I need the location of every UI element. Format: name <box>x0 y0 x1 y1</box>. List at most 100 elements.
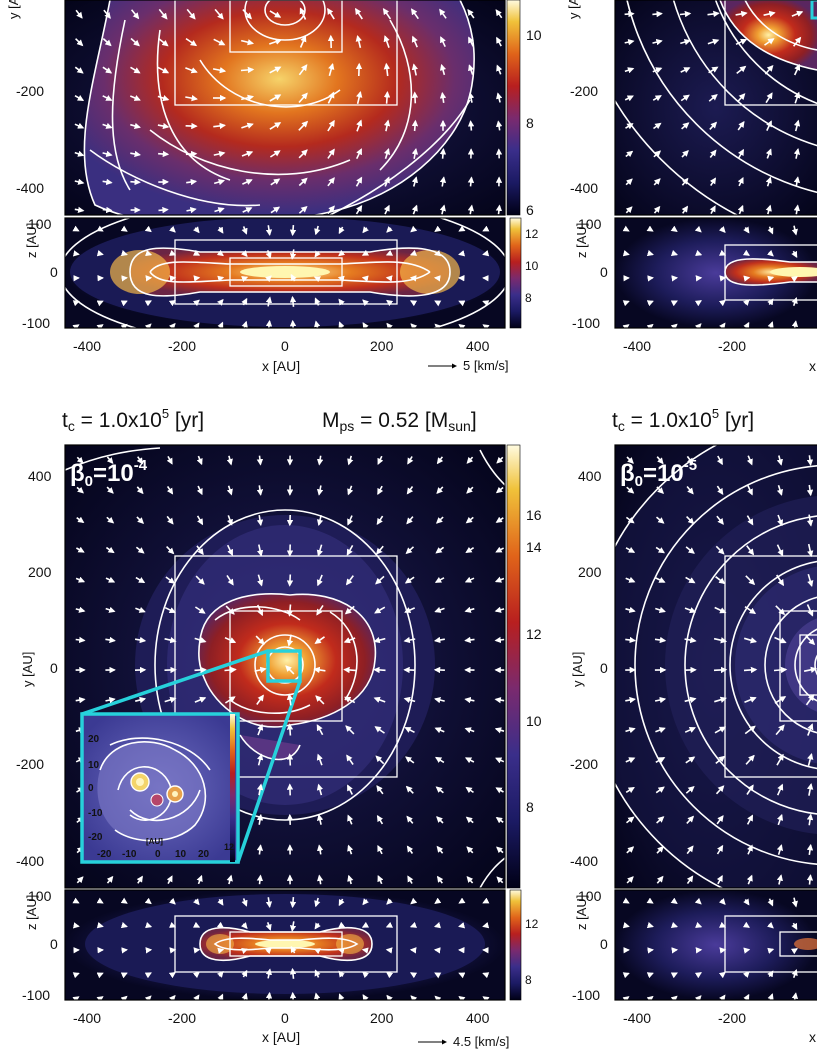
velocity-vector <box>646 897 654 904</box>
velocity-vector <box>680 67 691 74</box>
velocity-vector <box>670 972 678 979</box>
velocity-vector <box>158 150 170 158</box>
y-axis-label: y [AU] <box>570 652 585 687</box>
velocity-vector <box>439 8 447 19</box>
velocity-vector <box>434 300 442 307</box>
velocity-vector <box>685 576 696 584</box>
velocity-vector <box>224 636 237 644</box>
velocity-vector <box>458 324 466 328</box>
velocity-vector <box>194 666 207 674</box>
velocity-vector <box>776 455 783 466</box>
velocity-vector <box>435 756 445 764</box>
velocity-vector <box>130 178 141 186</box>
velocity-vector <box>746 455 753 466</box>
velocity-vector <box>328 62 335 77</box>
velocity-vector <box>134 636 147 644</box>
velocity-vector <box>467 92 475 103</box>
velocity-vector <box>257 723 264 736</box>
velocity-vector <box>411 91 419 104</box>
velocity-vector <box>256 694 264 705</box>
velocity-vector <box>377 455 384 465</box>
velocity-vector <box>777 514 784 527</box>
velocity-vector <box>72 250 80 257</box>
velocity-vector <box>217 898 224 906</box>
velocity-vector <box>626 456 634 464</box>
velocity-vector <box>314 225 321 236</box>
x-tick: -400 <box>73 338 101 354</box>
velocity-vector <box>805 635 816 646</box>
velocity-vector <box>327 177 335 187</box>
velocity-vector <box>102 206 113 214</box>
velocity-vector <box>806 843 814 856</box>
velocity-vector <box>192 921 201 928</box>
velocity-vector <box>346 784 354 795</box>
velocity-vector <box>256 874 264 885</box>
velocity-vector <box>343 637 356 644</box>
velocity-vector <box>385 249 393 256</box>
y-axis-label: y [AU] <box>20 652 35 687</box>
velocity-vector <box>185 150 198 158</box>
velocity-vector <box>316 485 324 496</box>
velocity-vector <box>670 225 678 232</box>
velocity-vector <box>655 516 665 524</box>
velocity-vector <box>686 845 694 855</box>
velocity-vector <box>626 876 634 884</box>
velocity-vector <box>806 874 814 885</box>
velocity-vector <box>713 666 728 674</box>
velocity-vector <box>316 724 324 736</box>
velocity-vector <box>622 250 630 257</box>
velocity-vector <box>654 636 667 644</box>
velocity-vector <box>775 605 786 616</box>
velocity-vector <box>646 972 654 979</box>
velocity-vector <box>742 249 750 256</box>
velocity-vector <box>338 249 346 257</box>
velocity-vector <box>105 696 116 704</box>
velocity-vector <box>458 300 466 307</box>
velocity-vector <box>226 485 233 496</box>
velocity-vector <box>482 250 490 257</box>
velocity-vector <box>96 996 104 1000</box>
velocity-vector <box>74 150 85 157</box>
x-tick: 0 <box>281 338 289 354</box>
velocity-vector <box>716 485 724 495</box>
velocity-vector <box>361 249 370 256</box>
velocity-vector <box>361 921 370 928</box>
velocity-vector <box>241 969 248 978</box>
velocity-vector <box>136 456 144 465</box>
velocity-vector <box>806 484 814 497</box>
y-tick: -400 <box>16 180 44 196</box>
cbar-tick: 10 <box>525 259 539 273</box>
velocity-vector <box>467 8 475 19</box>
velocity-vector <box>157 37 169 47</box>
velocity-vector <box>316 783 324 796</box>
velocity-vector <box>680 38 691 46</box>
velocity-vector <box>256 844 264 855</box>
velocity-vector <box>791 320 799 328</box>
velocity-vector <box>743 275 751 282</box>
velocity-vector <box>298 92 308 104</box>
velocity-vector <box>686 485 694 495</box>
velocity-vector <box>464 606 475 613</box>
velocity-vector <box>405 785 414 794</box>
velocity-vector <box>346 754 354 765</box>
velocity-vector <box>194 637 207 644</box>
z-tick: -100 <box>22 315 50 331</box>
velocity-vector <box>655 756 666 764</box>
velocity-vector <box>765 204 772 215</box>
velocity-vector <box>265 968 273 979</box>
velocity-vector <box>265 897 273 908</box>
velocity-vector <box>622 324 630 328</box>
panel-top-left: 10 8 6 y [AU] -200 -400 12 10 <box>6 0 542 374</box>
velocity-vector <box>482 922 490 929</box>
velocity-vector <box>767 898 774 907</box>
velocity-vector <box>269 10 282 18</box>
velocity-vector <box>226 515 233 526</box>
velocity-vector <box>805 694 815 706</box>
velocity-vector <box>144 323 152 328</box>
velocity-vector <box>338 993 345 1000</box>
velocity-vector <box>737 204 744 215</box>
cbar-tick: 6 <box>526 202 534 218</box>
cbar-tick: 8 <box>526 115 534 131</box>
velocity-vector <box>362 299 370 307</box>
velocity-vector <box>105 606 116 613</box>
